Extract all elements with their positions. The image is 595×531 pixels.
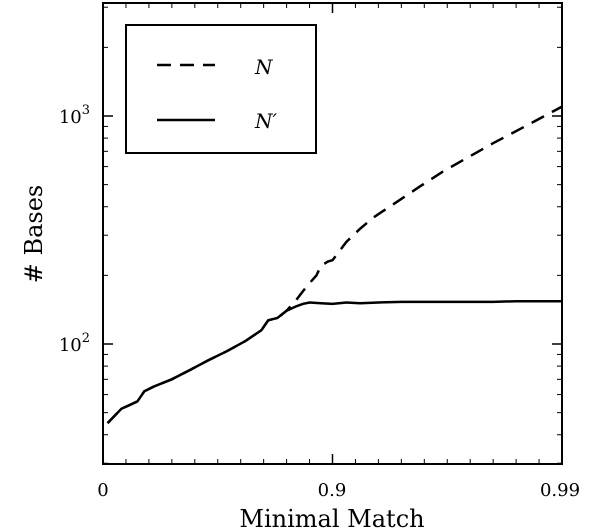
y-axis-ticks [103,6,562,464]
series-line-N [106,105,563,424]
x-tick-label-0: 0 [97,480,108,501]
x-tick-label-0.9: 0.9 [318,480,347,501]
x-tick-label-0.99: 0.99 [540,480,580,501]
series-line-N-prime [106,299,562,424]
legend-box [125,24,317,154]
y-axis-title: # Bases [20,185,48,284]
x-axis-title: Minimal Match [239,505,424,531]
y-tick-label-1000: 103 [59,103,90,128]
y-tick-label-100: 102 [59,331,90,356]
legend-label-N: N [254,55,274,79]
legend-label-N-prime: N′ [254,109,278,133]
x-axis-ticks [102,3,563,464]
legend: N N′ [125,24,317,154]
